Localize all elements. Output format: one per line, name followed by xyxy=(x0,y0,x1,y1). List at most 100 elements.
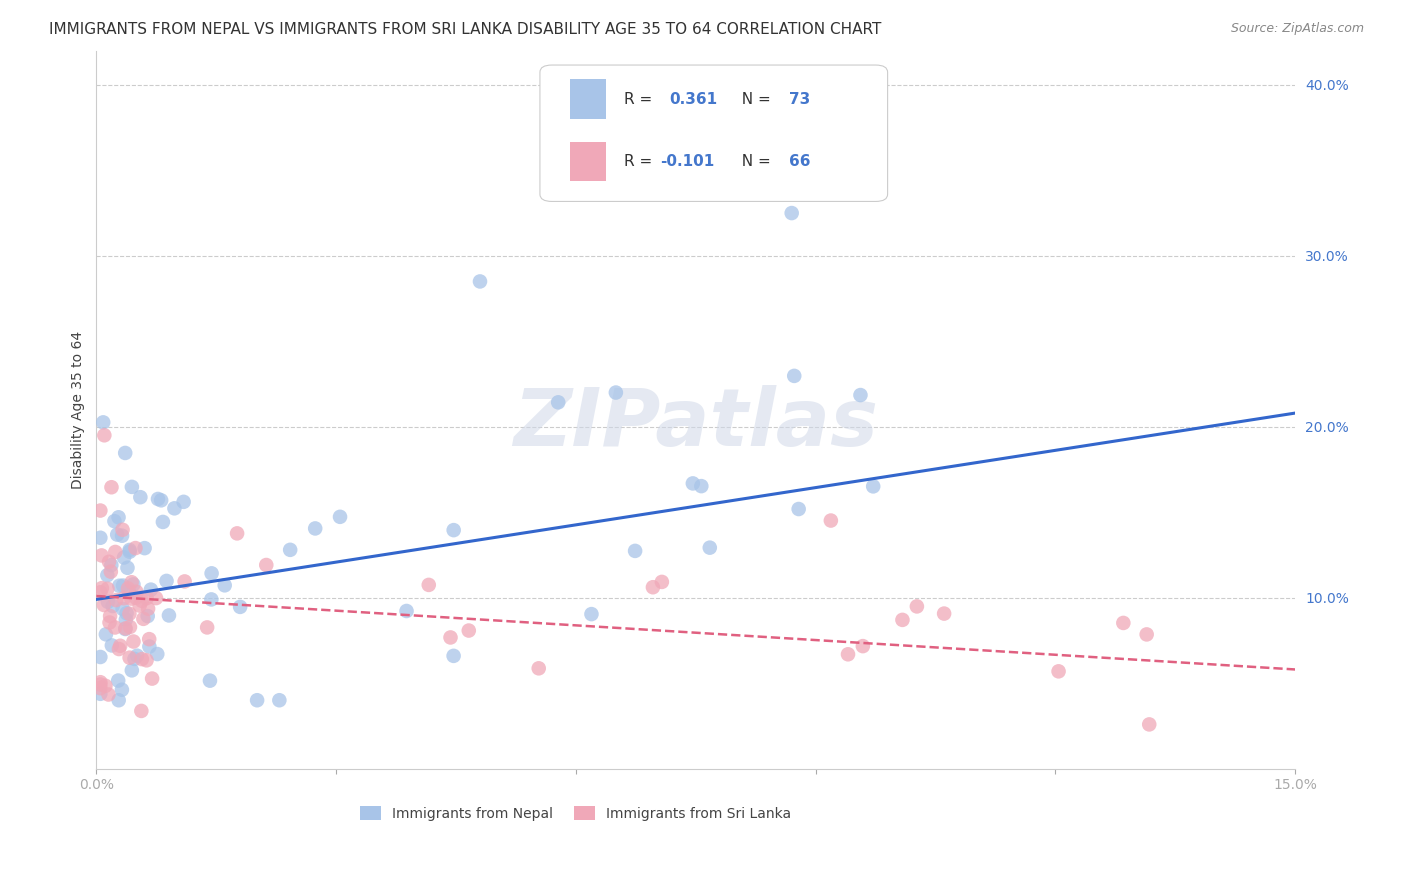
Point xyxy=(269,693,291,707)
Point xyxy=(125,591,148,605)
Point xyxy=(114,621,136,635)
Point xyxy=(124,652,146,666)
Point xyxy=(682,476,704,491)
Point xyxy=(111,529,134,543)
Point xyxy=(229,599,252,614)
Point xyxy=(195,620,218,634)
Point xyxy=(129,490,152,504)
Point xyxy=(107,693,129,707)
Point xyxy=(111,682,134,697)
Legend: Immigrants from Nepal, Immigrants from Sri Lanka: Immigrants from Nepal, Immigrants from S… xyxy=(354,800,797,826)
Point xyxy=(112,550,135,565)
Point xyxy=(699,541,721,555)
FancyBboxPatch shape xyxy=(569,79,606,119)
Point xyxy=(131,704,153,718)
Point xyxy=(139,582,162,597)
Text: R =: R = xyxy=(624,154,657,169)
Text: 66: 66 xyxy=(789,154,811,169)
Point xyxy=(138,632,160,647)
Point xyxy=(108,642,131,657)
Point xyxy=(118,543,141,558)
Point xyxy=(443,523,465,537)
Point xyxy=(150,493,173,508)
Point xyxy=(107,673,129,688)
Point xyxy=(141,672,163,686)
Point xyxy=(107,510,129,524)
Point xyxy=(89,675,111,690)
Point xyxy=(89,687,111,701)
Point xyxy=(121,664,143,678)
Point xyxy=(120,591,142,606)
Point xyxy=(136,601,159,615)
Point xyxy=(135,591,157,606)
Text: R =: R = xyxy=(624,92,657,107)
Point xyxy=(134,541,156,555)
Point xyxy=(103,514,125,528)
Point xyxy=(121,575,143,590)
Point xyxy=(90,581,112,595)
Point xyxy=(131,594,153,608)
Point xyxy=(100,480,122,494)
Point xyxy=(118,607,141,621)
Point xyxy=(443,648,465,663)
Point xyxy=(97,688,120,702)
Point xyxy=(104,620,127,634)
Point xyxy=(155,574,177,588)
Point xyxy=(94,627,117,641)
Point xyxy=(127,648,149,663)
Point xyxy=(468,275,491,289)
Point xyxy=(690,479,713,493)
Point xyxy=(89,585,111,599)
Point xyxy=(105,593,128,607)
Point xyxy=(96,582,118,596)
Text: N =: N = xyxy=(731,154,775,169)
Point xyxy=(101,639,124,653)
Point xyxy=(905,599,928,614)
Point xyxy=(105,527,128,541)
Point xyxy=(783,368,806,383)
FancyBboxPatch shape xyxy=(569,142,606,181)
Point xyxy=(90,549,112,563)
Text: IMMIGRANTS FROM NEPAL VS IMMIGRANTS FROM SRI LANKA DISABILITY AGE 35 TO 64 CORRE: IMMIGRANTS FROM NEPAL VS IMMIGRANTS FROM… xyxy=(49,22,882,37)
Point xyxy=(173,574,195,589)
Point xyxy=(89,677,111,691)
Point xyxy=(97,595,120,609)
Point xyxy=(651,574,673,589)
Point xyxy=(117,582,139,596)
Point xyxy=(304,521,326,535)
Point xyxy=(122,634,145,648)
Point xyxy=(132,612,155,626)
Point xyxy=(117,561,139,575)
Point xyxy=(122,577,145,591)
Text: 0.361: 0.361 xyxy=(669,92,717,107)
Point xyxy=(439,631,461,645)
Point xyxy=(605,385,627,400)
Point xyxy=(145,591,167,606)
Point xyxy=(121,480,143,494)
Point xyxy=(837,648,859,662)
Point xyxy=(98,615,121,630)
Point xyxy=(114,446,136,460)
Point xyxy=(101,599,124,613)
Point xyxy=(114,622,136,636)
Point xyxy=(547,395,569,409)
Point xyxy=(418,578,440,592)
Text: N =: N = xyxy=(731,92,775,107)
Point xyxy=(111,578,134,592)
Point xyxy=(278,542,301,557)
Point xyxy=(108,579,131,593)
Point xyxy=(124,541,146,555)
Point xyxy=(146,647,169,661)
Point xyxy=(118,620,141,634)
Point xyxy=(200,592,222,607)
Point xyxy=(862,479,884,493)
Point xyxy=(1112,615,1135,630)
Point xyxy=(93,598,115,612)
Point xyxy=(820,514,842,528)
Point xyxy=(932,607,955,621)
Point xyxy=(581,607,603,621)
Point xyxy=(136,609,159,624)
Point xyxy=(457,624,479,638)
Point xyxy=(125,584,148,599)
Point xyxy=(100,558,122,573)
